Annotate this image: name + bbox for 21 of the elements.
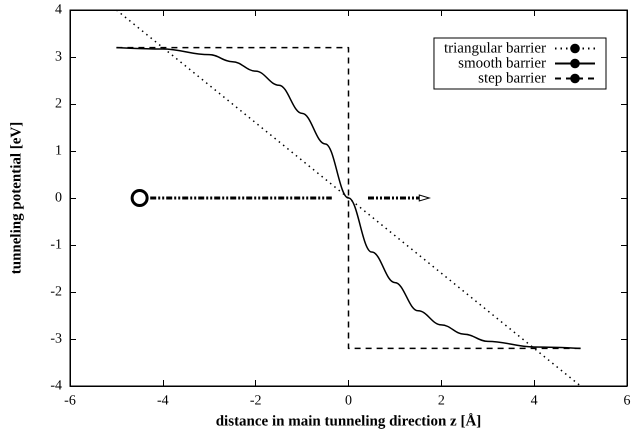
x-tick-label: 6 [624, 394, 630, 408]
legend-label: smooth barrier [458, 56, 546, 72]
legend-label: triangular barrier [444, 40, 546, 56]
y-axis-title: tunneling potential [eV] [8, 122, 24, 274]
y-tick-label: 2 [55, 96, 62, 112]
x-tick-label: -6 [64, 394, 76, 408]
y-tick-label: 1 [55, 144, 62, 158]
x-tick-label: -4 [156, 394, 169, 408]
x-axis-title: distance in main tunneling direction z [Å] [216, 412, 482, 430]
y-tick-label: 0 [55, 190, 62, 206]
x-tick-label: 4 [530, 394, 538, 408]
x-tick-label: 0 [345, 394, 352, 408]
y-tick-label: 3 [55, 50, 62, 64]
y-tick-label: 4 [55, 2, 62, 18]
x-tick-label: -2 [250, 394, 262, 408]
y-tick-label: -2 [50, 284, 62, 300]
x-tick-label: 2 [438, 394, 445, 408]
y-tick-label: -1 [50, 238, 62, 252]
y-tick-label: -4 [50, 378, 62, 394]
legend-label: step barrier [478, 70, 546, 86]
y-tick-label: -3 [50, 332, 62, 346]
